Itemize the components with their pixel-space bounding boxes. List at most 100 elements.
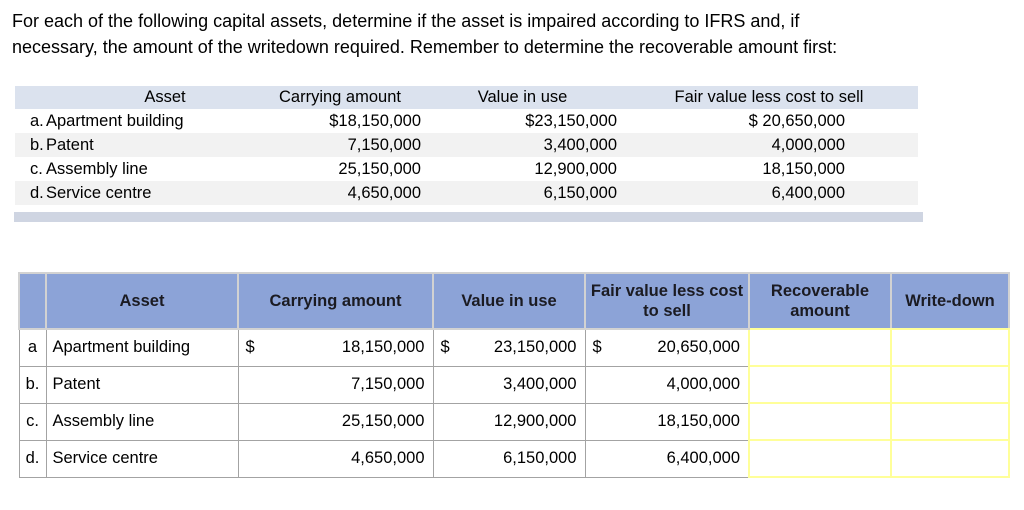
answer-col-asset: Asset (45, 272, 239, 330)
amount-wrapper: 7,150,000 (239, 375, 433, 394)
value-in-use-value: 3,400,000 (425, 133, 620, 157)
fair-value-cell: 18,150,000 (584, 402, 750, 441)
asset-name: Patent (46, 135, 94, 154)
amount-wrapper: 18,150,000 (586, 412, 749, 431)
amount-wrapper: $20,650,000 (586, 338, 749, 357)
table-row: a Apartment building $18,150,000 $23,150… (18, 328, 1010, 367)
divider-bar (14, 212, 923, 222)
amount-wrapper: 25,150,000 (239, 412, 433, 431)
asset-cell: d. Service centre (15, 181, 255, 205)
row-letter: c. (18, 402, 47, 441)
carrying-amount-cell: 4,650,000 (237, 439, 434, 478)
instructions-text: For each of the following capital assets… (12, 8, 837, 60)
fair-value-value: 20,650,000 (657, 338, 740, 357)
table-row: c. Assembly line 25,150,000 12,900,000 1… (18, 402, 1010, 441)
carrying-amount-value: 7,150,000 (255, 133, 425, 157)
asset-name: Assembly line (45, 402, 239, 441)
value-in-use-cell: 12,900,000 (432, 402, 586, 441)
write-down-input[interactable] (890, 365, 1010, 404)
answer-col-fair-value: Fair value less cost to sell (584, 272, 750, 330)
reference-table: Asset Carrying amount Value in use Fair … (15, 86, 918, 205)
amount-wrapper: 6,150,000 (434, 449, 585, 468)
fair-value-value: 6,400,000 (620, 181, 918, 205)
fair-value-value: 6,400,000 (666, 449, 740, 467)
table-row: c. Assembly line 25,150,000 12,900,000 18… (15, 157, 918, 181)
answer-col-write-down: Write-down (890, 272, 1010, 330)
amount-wrapper: 3,400,000 (434, 375, 585, 394)
asset-name: Service centre (45, 439, 239, 478)
asset-name: Assembly line (46, 159, 148, 178)
amount-wrapper: 12,900,000 (434, 412, 585, 431)
fair-value-value: $ 20,650,000 (748, 111, 845, 130)
carrying-amount-cell: 7,150,000 (237, 365, 434, 404)
write-down-input[interactable] (890, 439, 1010, 478)
amount-wrapper: 4,000,000 (586, 375, 749, 394)
fair-value-value: 18,150,000 (762, 159, 845, 178)
recoverable-amount-input[interactable] (748, 328, 892, 367)
row-letter: a. (30, 111, 44, 130)
recoverable-amount-input[interactable] (748, 402, 892, 441)
value-in-use-value: 6,150,000 (503, 449, 577, 467)
carrying-amount-value: 25,150,000 (341, 412, 425, 430)
carrying-amount-value: 4,650,000 (351, 449, 425, 467)
value-in-use-cell: 3,400,000 (432, 365, 586, 404)
fair-value-value: 4,000,000 (666, 375, 740, 393)
reference-header-row: Asset Carrying amount Value in use Fair … (15, 86, 918, 109)
table-row: b. Patent 7,150,000 3,400,000 4,000,000 (18, 365, 1010, 404)
reference-col-value-in-use: Value in use (425, 86, 620, 109)
table-row: b. Patent 7,150,000 3,400,000 4,000,000 (15, 133, 918, 157)
carrying-amount-cell: 25,150,000 (237, 402, 434, 441)
asset-cell: c. Assembly line (15, 157, 255, 181)
recoverable-amount-input[interactable] (748, 365, 892, 404)
carrying-amount-value: $18,150,000 (329, 111, 421, 130)
carrying-amount-value: 18,150,000 (341, 338, 425, 357)
write-down-input[interactable] (890, 402, 1010, 441)
value-in-use-value: 6,150,000 (425, 181, 620, 205)
value-in-use-value: 12,900,000 (534, 159, 617, 178)
carrying-amount-value: 4,650,000 (255, 181, 425, 205)
row-letter: c. (30, 159, 43, 178)
currency-symbol: $ (592, 338, 602, 357)
row-letter: b. (18, 365, 47, 404)
row-letter: d. (30, 183, 44, 202)
answer-col-value-in-use: Value in use (432, 272, 586, 330)
table-row: d. Service centre 4,650,000 6,150,000 6,4… (15, 181, 918, 205)
reference-col-fair-value: Fair value less cost to sell (620, 86, 918, 109)
amount-wrapper: 4,650,000 (239, 449, 433, 468)
asset-cell: b. Patent (15, 133, 255, 157)
currency-symbol: $ (440, 338, 450, 357)
value-in-use-value: 12,900,000 (493, 412, 577, 430)
asset-cell: a. Apartment building (15, 109, 255, 133)
amount-wrapper: $23,150,000 (434, 338, 585, 357)
asset-name: Apartment building (45, 328, 239, 367)
answer-table: Asset Carrying amount Value in use Fair … (18, 272, 1010, 478)
instructions-line-2: necessary, the amount of the writedown r… (12, 37, 838, 57)
instructions-line-1: For each of the following capital assets… (12, 11, 800, 31)
value-in-use-value: 23,150,000 (493, 338, 577, 357)
table-row: a. Apartment building $18,150,000 $23,150… (15, 109, 918, 133)
reference-col-carrying-amount: Carrying amount (255, 86, 425, 109)
write-down-input[interactable] (890, 328, 1010, 367)
answer-col-blank (18, 272, 47, 330)
carrying-amount-value: 7,150,000 (351, 375, 425, 393)
amount-wrapper: $18,150,000 (239, 338, 433, 357)
row-letter: b. (30, 135, 44, 154)
currency-symbol: $ (245, 338, 255, 357)
fair-value-cell: 4,000,000 (584, 365, 750, 404)
table-row: d. Service centre 4,650,000 6,150,000 6,… (18, 439, 1010, 478)
asset-name: Patent (45, 365, 239, 404)
value-in-use-cell: $23,150,000 (432, 328, 586, 367)
value-in-use-value: 3,400,000 (503, 375, 577, 393)
amount-wrapper: 6,400,000 (586, 449, 749, 468)
value-in-use-value: $23,150,000 (525, 111, 617, 130)
asset-name: Apartment building (46, 111, 184, 130)
answer-col-carrying-amount: Carrying amount (237, 272, 434, 330)
fair-value-cell: 6,400,000 (584, 439, 750, 478)
fair-value-value: 4,000,000 (620, 133, 918, 157)
row-letter: a (18, 328, 47, 367)
recoverable-amount-input[interactable] (748, 439, 892, 478)
answer-header-row: Asset Carrying amount Value in use Fair … (18, 272, 1010, 330)
value-in-use-cell: 6,150,000 (432, 439, 586, 478)
row-letter: d. (18, 439, 47, 478)
carrying-amount-value: 25,150,000 (338, 159, 421, 178)
